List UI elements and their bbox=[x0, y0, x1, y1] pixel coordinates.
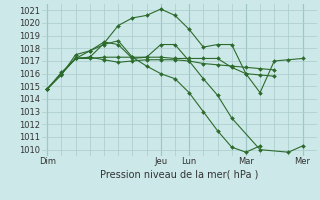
X-axis label: Pression niveau de la mer( hPa ): Pression niveau de la mer( hPa ) bbox=[100, 169, 258, 179]
